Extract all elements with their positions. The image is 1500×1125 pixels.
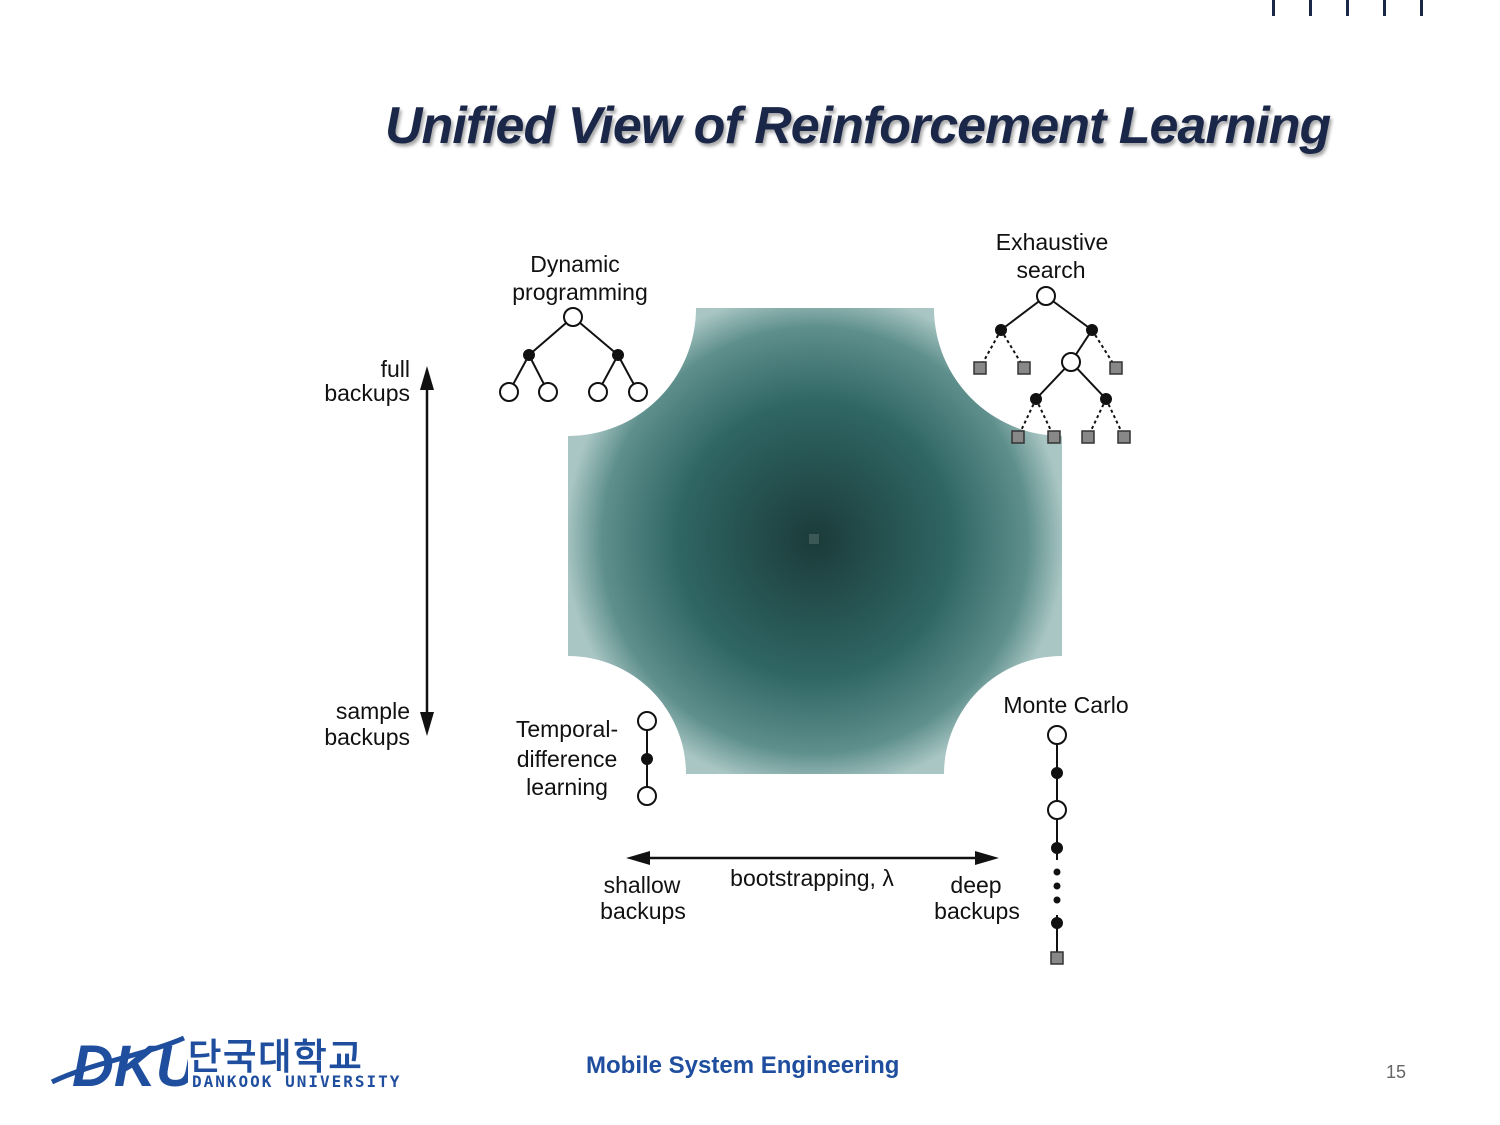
td-backup-chain — [637, 711, 657, 806]
mc-backup-chain — [1047, 725, 1067, 965]
dp-label-line1: Dynamic — [530, 251, 619, 277]
logo-english-name: DANKOOK UNIVERSITY — [192, 1072, 402, 1091]
deep-backups-line1: deep — [950, 872, 1001, 898]
td-label-line1: Temporal- — [516, 716, 618, 742]
horizontal-axis-arrow-right — [975, 851, 999, 865]
td-label-line2: difference — [517, 746, 618, 772]
dp-label-line2: programming — [512, 279, 648, 305]
td-label-line3: learning — [526, 774, 608, 800]
footer-course-name: Mobile System Engineering — [586, 1052, 900, 1079]
shaded-square — [568, 308, 1062, 774]
shallow-backups-line1: shallow — [604, 872, 681, 898]
es-label-line2: search — [1016, 257, 1085, 283]
slide-title: Unified View of Reinforcement Learning — [385, 97, 1331, 155]
dp-backup-tree — [499, 307, 648, 402]
full-backups-line2: backups — [324, 380, 410, 406]
es-backup-tree — [973, 286, 1131, 444]
bootstrapping-label: bootstrapping, λ — [730, 865, 894, 891]
sample-backups-line2: backups — [324, 724, 410, 750]
logo-korean-name: 단국대학교 — [188, 1037, 364, 1078]
dankook-logo: DKU 단국대학교 DANKOOK UNIVERSITY — [48, 1030, 408, 1094]
deep-backups-line2: backups — [934, 898, 1020, 924]
vertical-axis-arrow-down — [420, 712, 434, 736]
es-label-line1: Exhaustive — [996, 229, 1109, 255]
mc-label: Monte Carlo — [1003, 692, 1128, 718]
dku-mark-text: DKU — [72, 1034, 188, 1094]
page-number: 15 — [1386, 1062, 1407, 1082]
shallow-backups-line2: backups — [600, 898, 686, 924]
dku-mark-icon: DKU — [50, 1034, 188, 1094]
horizontal-axis-arrow-left — [626, 851, 650, 865]
full-backups-line1: full — [381, 356, 410, 382]
vertical-axis-arrow-up — [420, 366, 434, 390]
sample-backups-line1: sample — [336, 698, 410, 724]
header-decoration — [1270, 0, 1430, 20]
